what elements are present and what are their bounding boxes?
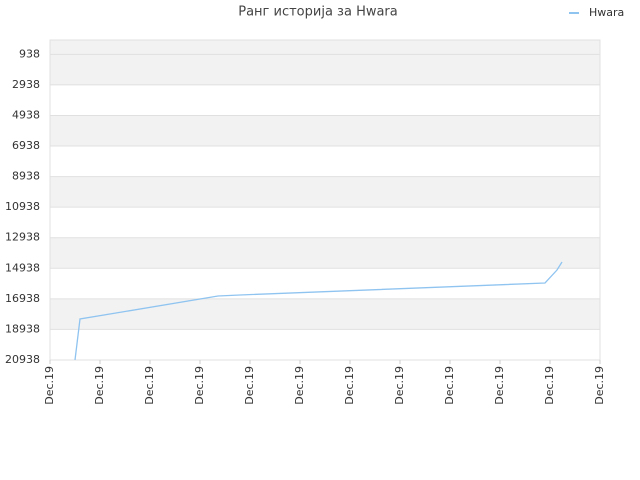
y-tick-label: 16938 [5,292,40,305]
x-tick-label: Dec.19 [393,366,406,405]
y-tick-label: 10938 [5,200,40,213]
x-tick-label: Dec.19 [543,366,556,405]
y-tick-label: 20938 [5,353,40,366]
y-tick-label: 4938 [12,108,40,121]
y-tick-label: 2938 [12,78,40,91]
x-tick-label: Dec.19 [443,366,456,405]
y-tick-label: 18938 [5,322,40,335]
x-tick-label: Dec.19 [93,366,106,405]
x-tick-label: Dec.19 [243,366,256,405]
legend-label: Hwara [589,6,624,19]
x-tick-label: Dec.19 [343,366,356,405]
y-tick-label: 6938 [12,139,40,152]
x-tick-label: Dec.19 [293,366,306,405]
x-tick-label: Dec.19 [143,366,156,405]
x-tick-label: Dec.19 [593,366,606,405]
x-tick-label: Dec.19 [43,366,56,405]
grid-band [50,40,600,55]
grid-band [50,237,600,269]
y-tick-label: 14938 [5,261,40,274]
y-tick-label: 8938 [12,170,40,183]
x-tick-label: Dec.19 [193,366,206,405]
chart-title: Ранг историја за Hwara [238,5,398,20]
grid-band [50,176,600,208]
y-tick-label: 12938 [5,231,40,244]
grid-band [50,298,600,330]
y-tick-label: 938 [19,47,40,60]
grid-band [50,115,600,147]
x-tick-label: Dec.19 [493,366,506,405]
series-line [74,261,563,361]
grid-band [50,54,600,85]
